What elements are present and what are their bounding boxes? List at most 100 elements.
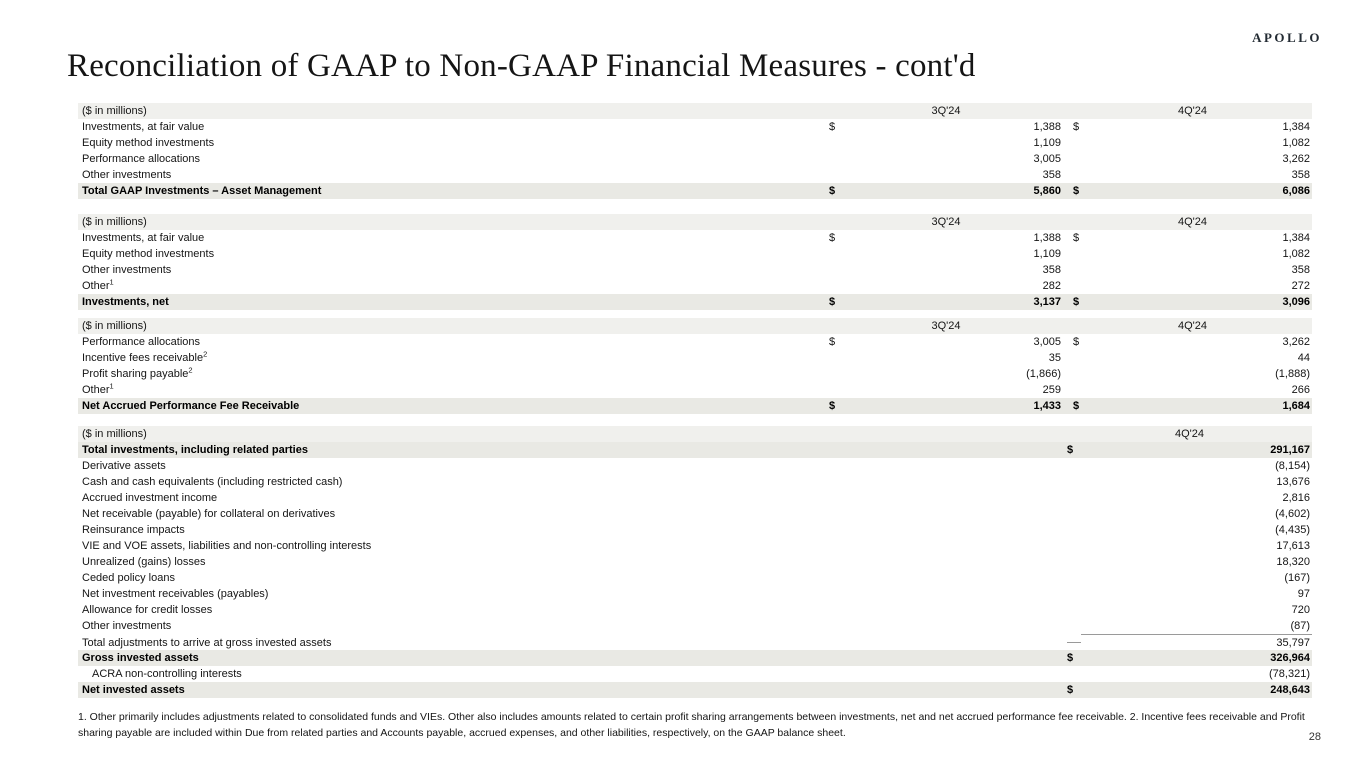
table-header-row: ($ in millions) 3Q'24 4Q'24	[78, 318, 1312, 334]
cell-value: 6,086	[1282, 185, 1310, 197]
footnote-superscript: 2	[203, 350, 208, 359]
table-row: Ceded policy loans (167)	[78, 570, 1312, 586]
cell-value: 1,109	[1033, 137, 1061, 149]
cell-value: 35,797	[1081, 634, 1312, 651]
row-label: Net investment receivables (payables)	[82, 588, 269, 600]
cell-value: (1,888)	[1275, 368, 1310, 380]
dollar-sign: $	[1067, 684, 1074, 696]
dollar-sign: $	[1073, 185, 1080, 197]
table-row: Reinsurance impacts (4,435)	[78, 522, 1312, 538]
footnote-superscript: 2	[188, 366, 193, 375]
cell-value: 248,643	[1270, 684, 1310, 696]
cell-value: 1,684	[1282, 400, 1310, 412]
cell-value: 35	[1048, 352, 1061, 364]
table-total-row: Gross invested assets $326,964	[78, 650, 1312, 666]
column-header: 4Q'24	[1174, 428, 1204, 440]
table-investments-net: ($ in millions) 3Q'24 4Q'24 Investments, at…	[78, 214, 1312, 310]
unit-label: ($ in millions)	[82, 428, 147, 440]
table-row: Other investments 358 358	[78, 167, 1312, 183]
dollar-sign: $	[829, 121, 836, 133]
table-total-row: Net Accrued Performance Fee Receivable $1…	[78, 398, 1312, 414]
column-header: 4Q'24	[1177, 320, 1207, 332]
row-label: Reinsurance impacts	[82, 524, 185, 536]
row-label: Other1	[82, 278, 114, 292]
row-label: Accrued investment income	[82, 492, 218, 504]
row-label: Other investments	[82, 169, 172, 181]
row-label: Allowance for credit losses	[82, 604, 213, 616]
cell-value: 1,388	[1033, 121, 1061, 133]
page-title: Reconciliation of GAAP to Non-GAAP Finan…	[67, 48, 976, 84]
row-label: Performance allocations	[82, 336, 201, 348]
row-label: Net receivable (payable) for collateral …	[82, 508, 336, 520]
row-label: Profit sharing payable2	[82, 366, 193, 380]
row-label: Performance allocations	[82, 153, 201, 165]
cell-value: 3,137	[1033, 296, 1061, 308]
dollar-sign: $	[829, 336, 836, 348]
dollar-sign: $	[1073, 296, 1080, 308]
dollar-sign: $	[829, 400, 836, 412]
table-row: Investments, at fair value $1,388 $1,384	[78, 230, 1312, 246]
row-label: Total investments, including related par…	[82, 444, 308, 456]
cell-value: 3,005	[1033, 336, 1061, 348]
dollar-sign: $	[1073, 400, 1080, 412]
dollar-sign	[1067, 642, 1081, 643]
table-row: Incentive fees receivable2 35 44	[78, 350, 1312, 366]
cell-value: 5,860	[1033, 185, 1061, 197]
cell-value: 358	[1291, 169, 1310, 181]
column-header: 3Q'24	[931, 105, 961, 117]
dollar-sign: $	[1067, 652, 1074, 664]
row-label: Investments, net	[82, 296, 169, 308]
column-header: 4Q'24	[1177, 216, 1207, 228]
row-label: Total adjustments to arrive at gross inv…	[82, 636, 332, 649]
dollar-sign: $	[829, 185, 836, 197]
table-row: Net receivable (payable) for collateral …	[78, 506, 1312, 522]
cell-value: 18,320	[1276, 556, 1310, 568]
cell-value: 282	[1042, 280, 1061, 292]
cell-value: 3,262	[1282, 336, 1310, 348]
cell-value: (167)	[1284, 572, 1310, 584]
table-total-row: Investments, net $3,137 $3,096	[78, 294, 1312, 310]
table-row: Other1 259 266	[78, 382, 1312, 398]
column-header: 3Q'24	[931, 216, 961, 228]
cell-value: 3,262	[1282, 153, 1310, 165]
cell-value: (4,602)	[1275, 508, 1310, 520]
row-label: Equity method investments	[82, 137, 215, 149]
row-label: Other investments	[82, 264, 172, 276]
dollar-sign: $	[1073, 232, 1080, 244]
cell-value: (87)	[1290, 620, 1310, 632]
row-label: Gross invested assets	[82, 652, 199, 664]
table-row: Net investment receivables (payables) 97	[78, 586, 1312, 602]
cell-value: 3,005	[1033, 153, 1061, 165]
table-row: Cash and cash equivalents (including res…	[78, 474, 1312, 490]
dollar-sign: $	[1073, 121, 1080, 133]
table-net-invested-assets: ($ in millions) 4Q'24 Total investments, i…	[78, 426, 1312, 698]
table-row: Other investments (87)	[78, 618, 1312, 634]
cell-value: 3,096	[1282, 296, 1310, 308]
cell-value: (78,321)	[1269, 668, 1310, 680]
table-total-gaap-investments-asset-management: ($ in millions) 3Q'24 4Q'24 Investments, at…	[78, 103, 1312, 199]
unit-label: ($ in millions)	[82, 105, 147, 117]
cell-value: (1,866)	[1026, 368, 1061, 380]
row-label: Equity method investments	[82, 248, 215, 260]
row-label: Net invested assets	[82, 684, 185, 696]
cell-value: 1,384	[1282, 232, 1310, 244]
dollar-sign: $	[829, 296, 836, 308]
table-total-row: Net invested assets $248,643	[78, 682, 1312, 698]
cell-value: 358	[1042, 169, 1061, 181]
cell-value: 272	[1291, 280, 1310, 292]
table-row: Other1 282 272	[78, 278, 1312, 294]
table-header-row: ($ in millions) 3Q'24 4Q'24	[78, 214, 1312, 230]
page-number: 28	[1308, 731, 1321, 743]
unit-label: ($ in millions)	[82, 216, 147, 228]
row-label: Net Accrued Performance Fee Receivable	[82, 400, 300, 412]
cell-value: (8,154)	[1275, 460, 1310, 472]
dollar-sign: $	[1073, 336, 1080, 348]
unit-label: ($ in millions)	[82, 320, 147, 332]
table-row: Total adjustments to arrive at gross inv…	[78, 634, 1312, 650]
cell-value: 1,384	[1282, 121, 1310, 133]
row-label: Cash and cash equivalents (including res…	[82, 476, 343, 488]
row-label: Investments, at fair value	[82, 121, 205, 133]
table-row: Unrealized (gains) losses 18,320	[78, 554, 1312, 570]
table-row: Derivative assets (8,154)	[78, 458, 1312, 474]
row-label: Other investments	[82, 620, 172, 632]
